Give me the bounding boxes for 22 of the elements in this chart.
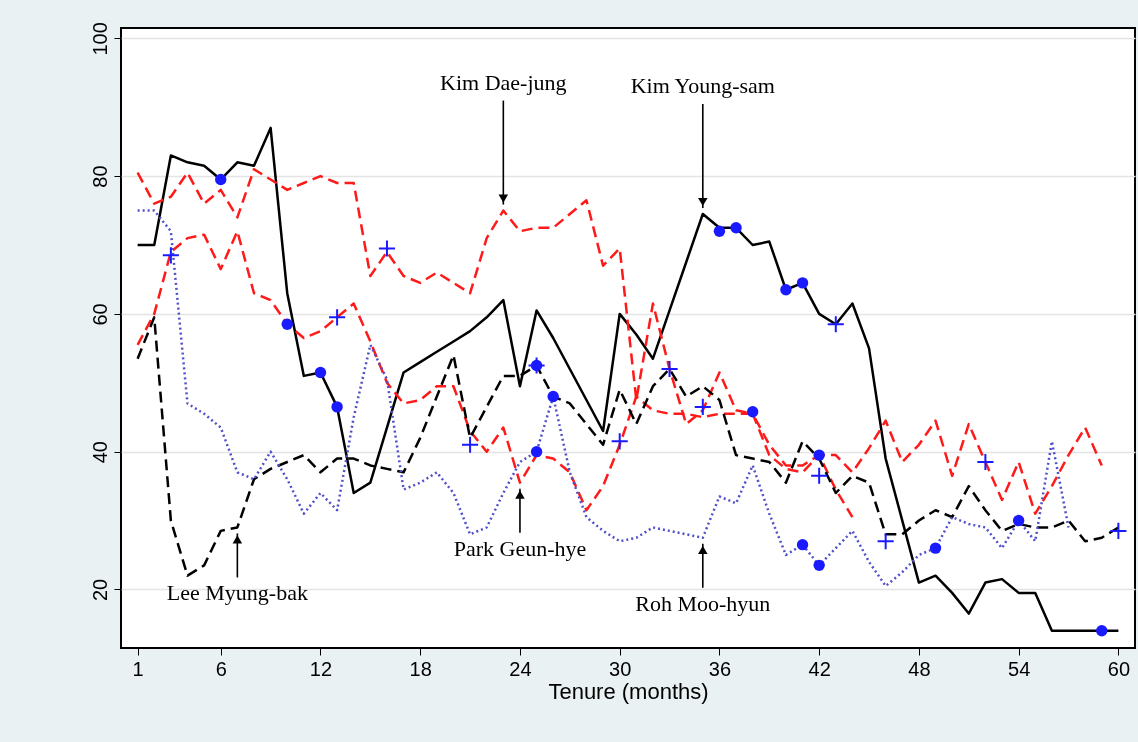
annotation: Lee Myung-bak	[166, 580, 308, 606]
x-tick-label: 24	[509, 657, 532, 680]
annotation: Park Geun-hye	[453, 535, 587, 561]
x-tick-label: 12	[309, 657, 333, 680]
x-tick-label: 42	[808, 657, 831, 680]
x-tick-label: 30	[609, 657, 632, 680]
y-tick-label: 100	[88, 22, 111, 56]
x-tick-label: 1	[132, 657, 144, 680]
x-tick-label: 6	[215, 657, 227, 680]
x-axis-title: Tenure (months)	[548, 678, 709, 704]
x-tick-label: 48	[908, 657, 931, 680]
y-tick-label: 40	[88, 441, 111, 464]
x-tick-label: 36	[708, 657, 732, 680]
y-tick-label: 80	[88, 165, 111, 188]
annotation: Roh Moo-hyun	[635, 590, 771, 616]
y-tick-label: 20	[88, 578, 111, 602]
x-tick-label: 18	[409, 657, 432, 680]
x-tick-label: 60	[1107, 657, 1130, 680]
annotation: Kim Dae-jung	[440, 69, 567, 95]
y-tick-label: 60	[88, 303, 111, 326]
x-tick-label: 54	[1008, 657, 1031, 680]
annotation: Kim Young-sam	[630, 73, 775, 98]
